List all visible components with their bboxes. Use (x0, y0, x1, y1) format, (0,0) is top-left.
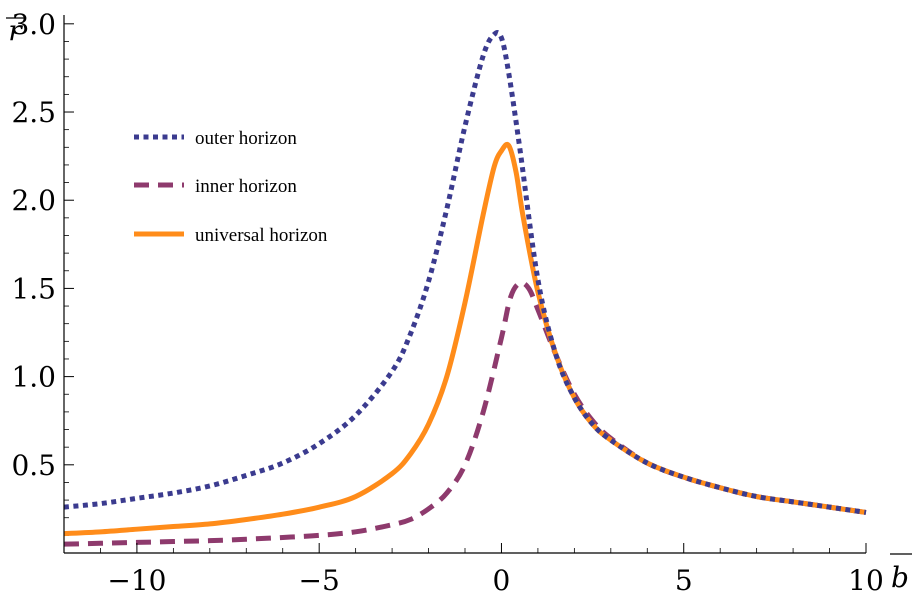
y-tick-label: 0.5 (11, 449, 56, 482)
legend-label-outer: outer horizon (195, 128, 297, 149)
y-axis-title-text: r (8, 14, 23, 47)
y-ticks: 0.5 1.0 1.5 2.0 2.5 3.0 (11, 8, 74, 482)
x-axis-title-text: b (891, 561, 909, 594)
y-tick-label: 2.5 (11, 96, 56, 129)
legend-item-universal: universal horizon (134, 225, 328, 246)
y-tick-label: 1.5 (11, 272, 56, 305)
x-tick-label: −5 (299, 564, 340, 595)
y-tick-label: 3.0 (11, 8, 56, 41)
legend-item-inner: inner horizon (134, 176, 297, 197)
x-ticks: −10 −5 0 5 10 (107, 543, 884, 595)
legend: outer horizon inner horizon universal ho… (134, 128, 328, 246)
legend-label-inner: inner horizon (195, 176, 297, 197)
legend-item-outer: outer horizon (134, 128, 297, 149)
x-axis-title: b (890, 553, 912, 594)
legend-label-universal: universal horizon (195, 225, 328, 246)
series-line-outer-horizon (63, 30, 867, 515)
y-axis-title: r (6, 14, 26, 47)
y-tick-label: 2.0 (11, 184, 56, 217)
x-tick-label: 10 (848, 564, 884, 595)
series-layer (63, 30, 867, 547)
x-tick-label: 5 (675, 564, 693, 595)
minor-ticks (63, 41, 830, 553)
x-tick-label: −10 (107, 564, 166, 595)
x-tick-label: 0 (493, 564, 511, 595)
series-line-universal-horizon (63, 141, 867, 537)
series-line-inner-horizon (63, 280, 867, 547)
y-tick-label: 1.0 (11, 361, 56, 394)
